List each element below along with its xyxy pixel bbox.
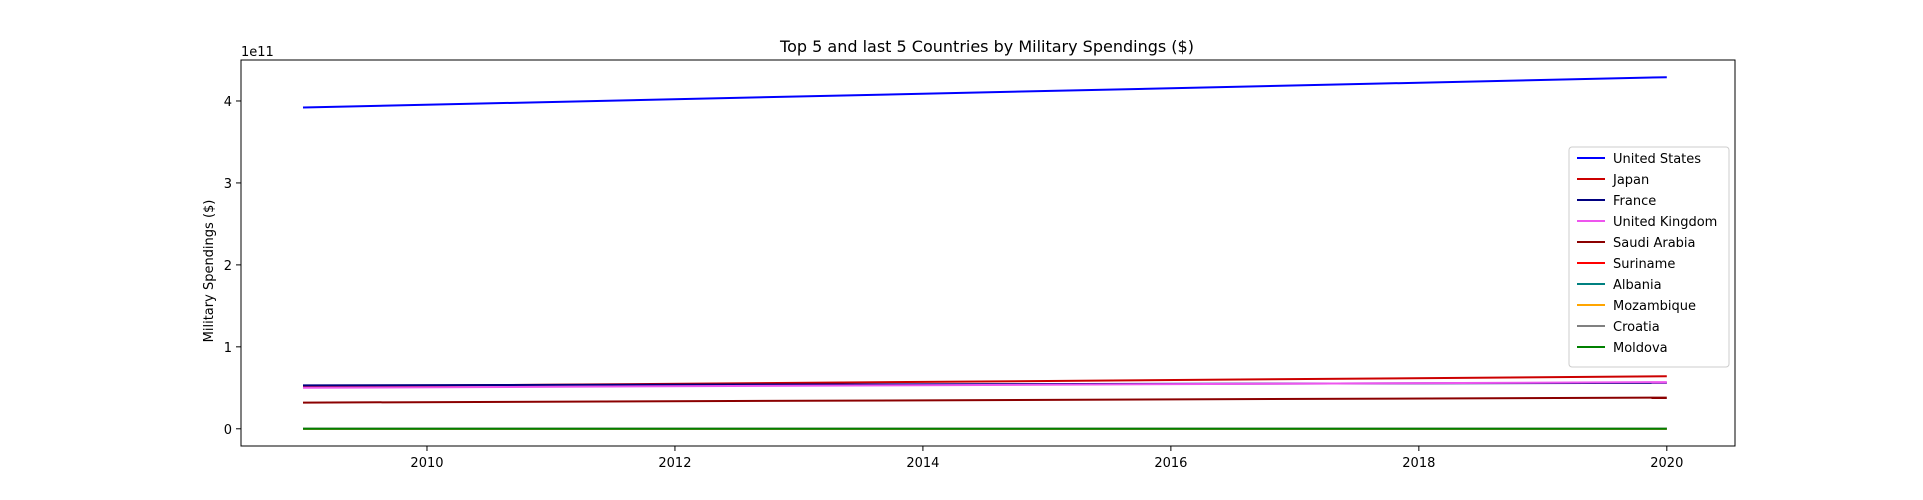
chart-title: Top 5 and last 5 Countries by Military S… — [779, 37, 1194, 56]
y-tick-label: 0 — [224, 423, 232, 438]
x-tick-label: 2014 — [906, 456, 939, 471]
plot-frame — [240, 59, 1736, 447]
x-tick-label: 2020 — [1650, 456, 1683, 471]
series-line-3 — [302, 381, 1667, 389]
series-line-0 — [302, 76, 1667, 109]
legend-label: Moldova — [1613, 341, 1668, 356]
legend-label: France — [1613, 194, 1656, 209]
legend-box — [1568, 146, 1730, 368]
y-tick-label: 3 — [224, 177, 232, 192]
series-layer — [302, 76, 1667, 430]
y-tick-label: 4 — [224, 95, 232, 110]
series-line-4 — [302, 396, 1667, 404]
legend-label: Japan — [1612, 173, 1649, 188]
legend: United States Japan France United Kingdom Sa… — [1568, 146, 1730, 368]
x-tick-label: 2012 — [658, 456, 691, 471]
legend-label: Croatia — [1613, 320, 1660, 335]
x-tick-label: 2016 — [1154, 456, 1187, 471]
legend-label: Suriname — [1613, 257, 1675, 272]
legend-label: United States — [1613, 152, 1701, 167]
legend-label: Saudi Arabia — [1613, 236, 1696, 251]
y-tick-label: 2 — [224, 259, 232, 274]
y-axis-offset-label: 1e11 — [241, 45, 274, 60]
legend-label: United Kingdom — [1613, 215, 1717, 230]
y-tick-label: 1 — [224, 341, 232, 356]
x-axis-ticks: 2010 2012 2014 2016 2018 2020 — [410, 446, 1683, 471]
x-tick-label: 2010 — [410, 456, 443, 471]
y-axis-label: Military Spendings ($) — [202, 200, 217, 343]
legend-label: Albania — [1613, 278, 1662, 293]
y-axis-ticks: 0 1 2 3 4 — [224, 95, 241, 438]
legend-label: Mozambique — [1613, 299, 1696, 314]
x-tick-label: 2018 — [1402, 456, 1435, 471]
